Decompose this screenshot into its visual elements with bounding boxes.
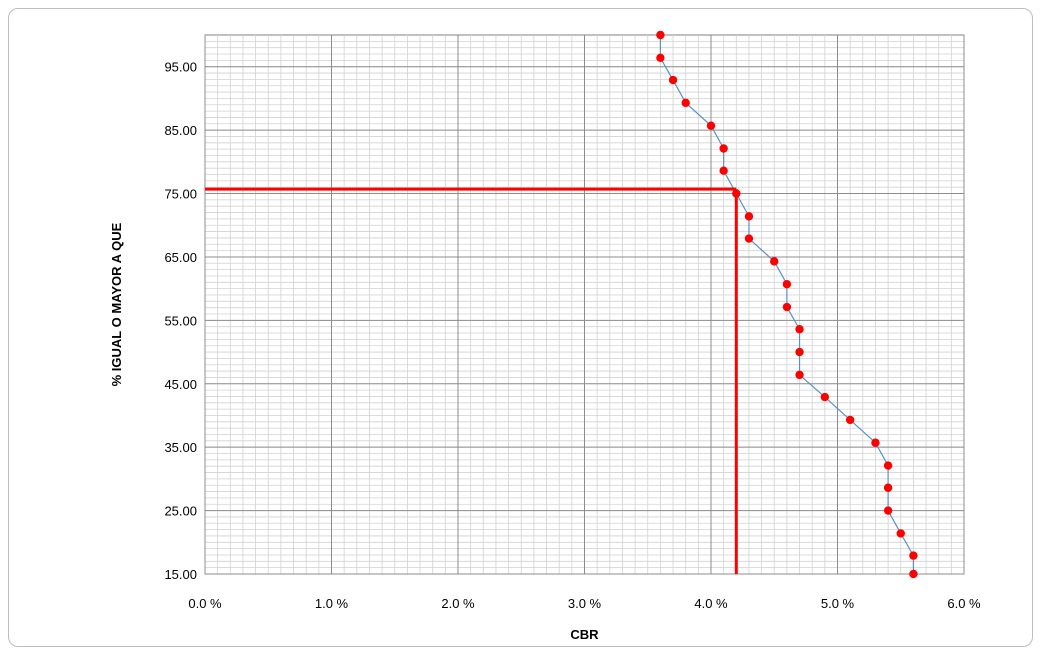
data-point	[782, 280, 792, 289]
data-point	[896, 529, 905, 538]
x-tick-label: 1.0 %	[315, 596, 349, 611]
data-point	[656, 30, 665, 40]
y-tick-label: 85.00	[164, 123, 197, 138]
major-grid	[204, 35, 965, 575]
marker-layer	[656, 30, 918, 579]
data-point	[909, 569, 918, 579]
x-tick-label: 2.0 %	[441, 596, 475, 611]
data-point	[681, 98, 690, 108]
x-tick-label: 4.0 %	[694, 596, 728, 611]
data-point	[909, 551, 918, 560]
data-point	[795, 370, 804, 380]
y-tick-label: 75.00	[164, 187, 197, 202]
reference-lines	[205, 187, 738, 574]
data-point	[883, 483, 893, 492]
data-point	[795, 347, 804, 357]
y-tick-label: 95.00	[164, 60, 197, 75]
x-tick-label: 6.0 %	[947, 596, 981, 611]
data-point	[744, 234, 754, 243]
data-point	[845, 415, 855, 425]
x-tick-label: 0.0 %	[188, 596, 222, 611]
data-point	[883, 461, 893, 470]
y-tick-label: 25.00	[164, 504, 197, 519]
data-point	[719, 166, 728, 175]
data-point	[871, 438, 880, 447]
x-tick-label: 5.0 %	[821, 596, 855, 611]
data-point	[770, 257, 779, 266]
x-tick-labels: 0.0 % 1.0 % 2.0 % 3.0 % 4.0 % 5.0 % 6.0 %	[188, 596, 981, 611]
data-point	[795, 325, 804, 334]
data-point	[668, 75, 678, 85]
y-tick-label: 55.00	[164, 313, 197, 328]
y-axis-title: % IGUAL O MAYOR A QUE	[109, 222, 124, 386]
x-tick-label: 3.0 %	[568, 596, 602, 611]
data-point	[719, 144, 728, 153]
data-point	[782, 302, 792, 312]
y-tick-label: 35.00	[164, 440, 197, 455]
data-point	[820, 392, 830, 402]
y-tick-labels: 15.00 25.00 35.00 45.00 55.00 65.00 75.00 85.00…	[164, 60, 197, 582]
data-point	[883, 506, 893, 515]
y-tick-label: 45.00	[164, 377, 197, 392]
data-point	[732, 189, 741, 198]
x-axis-title: CBR	[570, 627, 599, 642]
data-point	[656, 53, 665, 63]
data-point	[706, 121, 716, 130]
data-point	[744, 212, 754, 221]
y-tick-label: 15.00	[164, 567, 197, 582]
y-tick-label: 65.00	[164, 250, 197, 265]
